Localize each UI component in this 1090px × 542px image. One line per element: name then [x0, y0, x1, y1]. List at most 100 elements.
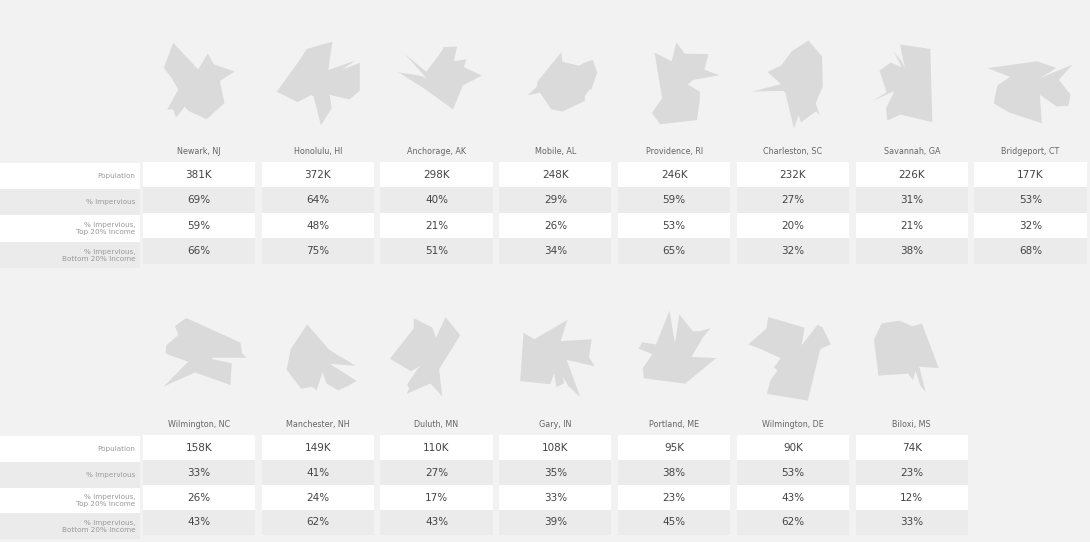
Bar: [0, 513, 140, 539]
Polygon shape: [988, 61, 1073, 123]
Bar: [499, 485, 611, 510]
Bar: [0, 215, 140, 242]
Text: 27%: 27%: [425, 468, 448, 478]
Bar: [143, 435, 255, 460]
Text: Savannah, GA: Savannah, GA: [884, 147, 940, 156]
Polygon shape: [277, 42, 360, 125]
Bar: [618, 510, 730, 535]
Text: 38%: 38%: [900, 246, 923, 256]
Text: 33%: 33%: [187, 468, 210, 478]
Text: % Impervious,
Top 20% Income: % Impervious, Top 20% Income: [76, 222, 135, 235]
Text: 65%: 65%: [663, 246, 686, 256]
Bar: [380, 435, 493, 460]
Bar: [856, 435, 968, 460]
Bar: [856, 510, 968, 535]
Bar: [0, 189, 140, 215]
Bar: [737, 188, 849, 213]
Text: 59%: 59%: [187, 221, 210, 231]
Bar: [262, 485, 374, 510]
Bar: [856, 485, 968, 510]
Bar: [499, 238, 611, 264]
Bar: [618, 188, 730, 213]
Text: 246K: 246K: [661, 170, 688, 179]
Text: % Impervious: % Impervious: [86, 199, 135, 205]
Bar: [856, 460, 968, 485]
Text: 35%: 35%: [544, 468, 567, 478]
Text: 43%: 43%: [782, 493, 804, 502]
Polygon shape: [872, 44, 932, 122]
Text: 51%: 51%: [425, 246, 448, 256]
Bar: [737, 162, 849, 188]
Text: 43%: 43%: [187, 518, 210, 527]
Bar: [143, 510, 255, 535]
Text: 38%: 38%: [663, 468, 686, 478]
Bar: [0, 436, 140, 462]
Text: Providence, RI: Providence, RI: [645, 147, 703, 156]
Polygon shape: [390, 317, 460, 396]
Text: 23%: 23%: [900, 468, 923, 478]
Text: 41%: 41%: [306, 468, 329, 478]
Bar: [856, 162, 968, 188]
Text: 34%: 34%: [544, 246, 567, 256]
Bar: [737, 485, 849, 510]
Bar: [737, 460, 849, 485]
Text: Biloxi, MS: Biloxi, MS: [893, 421, 931, 429]
Polygon shape: [287, 325, 356, 391]
Text: 90K: 90K: [783, 443, 803, 453]
Text: 12%: 12%: [900, 493, 923, 502]
Text: 298K: 298K: [423, 170, 450, 179]
Bar: [262, 238, 374, 264]
Bar: [974, 213, 1087, 238]
Text: 381K: 381K: [185, 170, 213, 179]
Polygon shape: [874, 321, 938, 392]
Polygon shape: [752, 41, 823, 128]
Text: 40%: 40%: [425, 195, 448, 205]
Bar: [856, 238, 968, 264]
Text: 53%: 53%: [1019, 195, 1042, 205]
Bar: [143, 188, 255, 213]
Text: Anchorage, AK: Anchorage, AK: [407, 147, 467, 156]
Bar: [0, 488, 140, 513]
Text: 48%: 48%: [306, 221, 329, 231]
Text: 68%: 68%: [1019, 246, 1042, 256]
Text: 149K: 149K: [304, 443, 331, 453]
Bar: [499, 213, 611, 238]
Bar: [380, 460, 493, 485]
Text: 53%: 53%: [663, 221, 686, 231]
Text: 110K: 110K: [423, 443, 450, 453]
Bar: [499, 435, 611, 460]
Text: % Impervious,
Bottom 20% Income: % Impervious, Bottom 20% Income: [62, 249, 135, 262]
Polygon shape: [639, 311, 716, 384]
Text: 108K: 108K: [542, 443, 569, 453]
Text: 69%: 69%: [187, 195, 210, 205]
Bar: [499, 460, 611, 485]
Polygon shape: [528, 52, 597, 112]
Text: 24%: 24%: [306, 493, 329, 502]
Text: Population: Population: [97, 446, 135, 451]
Polygon shape: [748, 317, 831, 401]
Polygon shape: [398, 47, 482, 109]
Text: 21%: 21%: [425, 221, 448, 231]
Text: 95K: 95K: [664, 443, 685, 453]
Text: Wilmington, NC: Wilmington, NC: [168, 421, 230, 429]
Bar: [974, 238, 1087, 264]
Bar: [618, 238, 730, 264]
Text: 33%: 33%: [900, 518, 923, 527]
Text: 74K: 74K: [901, 443, 922, 453]
Bar: [856, 213, 968, 238]
Text: 26%: 26%: [187, 493, 210, 502]
Text: 158K: 158K: [185, 443, 213, 453]
Text: Manchester, NH: Manchester, NH: [286, 421, 350, 429]
Text: 75%: 75%: [306, 246, 329, 256]
Text: 26%: 26%: [544, 221, 567, 231]
Bar: [974, 188, 1087, 213]
Bar: [380, 238, 493, 264]
Text: Portland, ME: Portland, ME: [650, 421, 699, 429]
Bar: [618, 460, 730, 485]
Text: % Impervious: % Impervious: [86, 472, 135, 478]
Text: 177K: 177K: [1017, 170, 1044, 179]
Bar: [618, 213, 730, 238]
Bar: [0, 163, 140, 189]
Bar: [618, 162, 730, 188]
Bar: [499, 510, 611, 535]
